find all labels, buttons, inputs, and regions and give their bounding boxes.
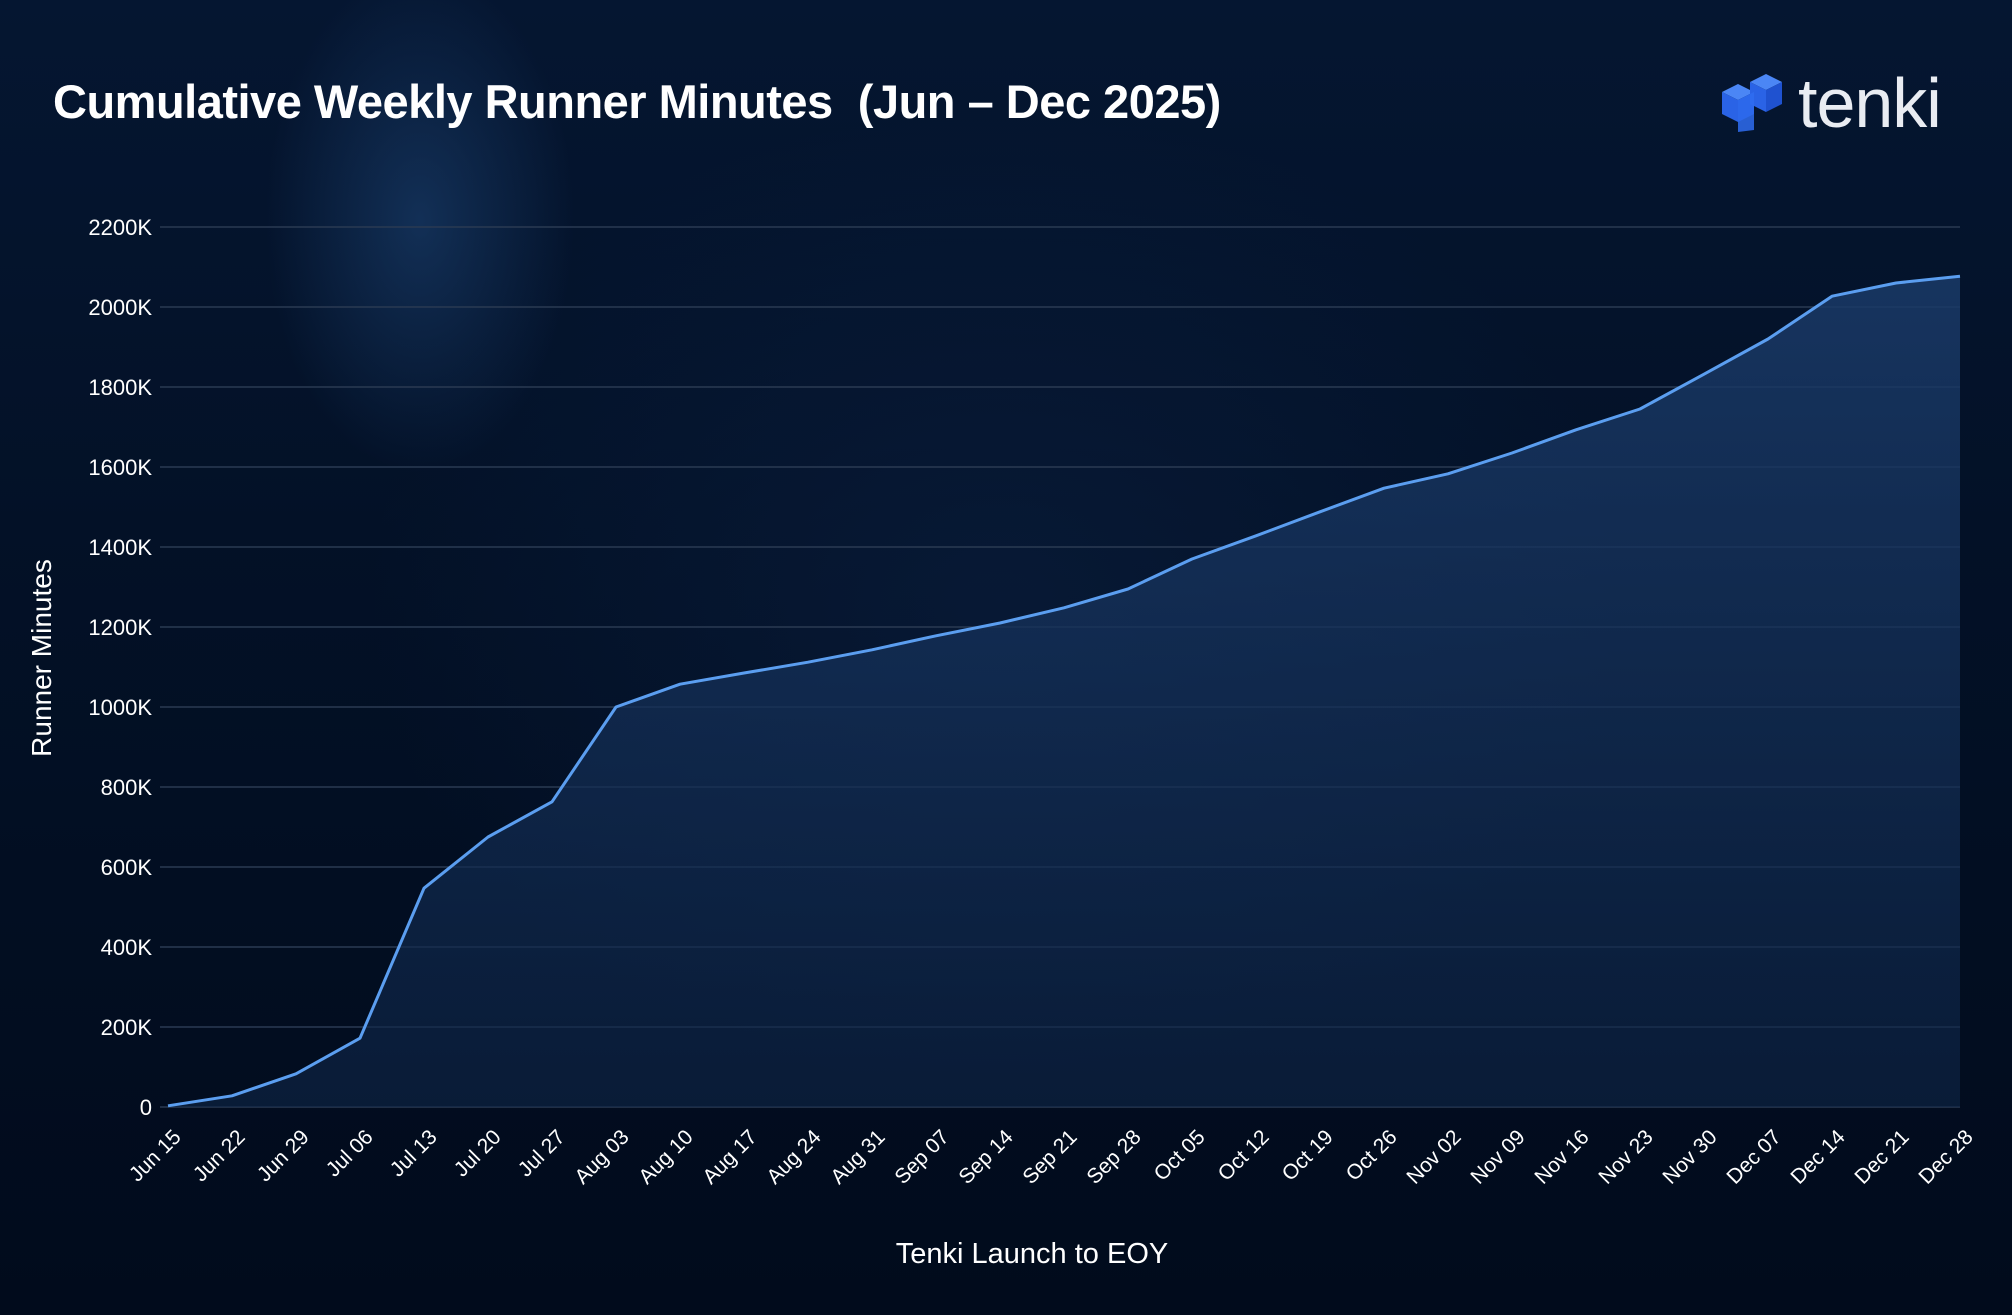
x-tick-label: Dec 28 [1914, 1125, 1977, 1188]
chart-title: Cumulative Weekly Runner Minutes (Jun – … [53, 75, 1221, 128]
x-tick-label: Aug 31 [826, 1125, 889, 1188]
y-tick-label: 2000K [88, 295, 152, 320]
y-tick-label: 800K [101, 775, 153, 800]
x-tick-label: Jun 15 [125, 1125, 186, 1186]
x-axis-ticks: Jun 15 Jun 22 Jun 29 Jul 06 Jul 13 Jul 20 Jul … [125, 1125, 1978, 1189]
x-tick-label: Sep 14 [954, 1125, 1018, 1189]
x-tick-label: Jul 20 [450, 1125, 506, 1181]
x-tick-label: Sep 28 [1082, 1125, 1145, 1188]
x-tick-label: Oct 05 [1150, 1125, 1210, 1185]
x-tick-label: Oct 12 [1214, 1125, 1274, 1185]
x-axis-label: Tenki Launch to EOY [895, 1238, 1169, 1270]
x-tick-label: Jul 27 [514, 1125, 570, 1181]
x-tick-label: Jun 29 [253, 1125, 314, 1186]
x-tick-label: Dec 21 [1850, 1125, 1913, 1188]
y-tick-label: 2200K [88, 215, 152, 240]
x-tick-label: Sep 07 [890, 1125, 953, 1188]
brand-name: tenki [1798, 64, 1942, 142]
x-tick-label: Jul 06 [322, 1125, 378, 1181]
x-tick-label: Aug 17 [698, 1125, 761, 1188]
x-tick-label: Nov 23 [1594, 1125, 1657, 1188]
cube-stack-icon [1722, 74, 1782, 132]
y-axis-ticks: 0 200K 400K 600K 800K 1000K 1200K 1400K 1600K 180… [88, 215, 152, 1120]
x-tick-label: Nov 02 [1402, 1125, 1465, 1188]
brand-logo: tenki [1720, 64, 1942, 142]
x-tick-label: Nov 16 [1530, 1125, 1593, 1188]
y-tick-label: 600K [101, 855, 153, 880]
x-tick-label: Aug 10 [634, 1125, 697, 1188]
y-tick-label: 400K [101, 935, 153, 960]
x-tick-label: Dec 07 [1722, 1125, 1785, 1188]
y-tick-label: 1000K [88, 695, 152, 720]
x-tick-label: Oct 26 [1342, 1125, 1402, 1185]
y-tick-label: 1200K [88, 615, 152, 640]
x-tick-label: Aug 24 [762, 1125, 826, 1189]
x-tick-label: Nov 09 [1466, 1125, 1529, 1188]
x-tick-label: Dec 14 [1786, 1125, 1850, 1189]
data-line [167, 274, 1961, 1108]
y-tick-label: 1800K [88, 375, 152, 400]
x-tick-label: Oct 19 [1278, 1125, 1338, 1185]
x-tick-label: Jul 13 [386, 1125, 442, 1181]
x-tick-label: Nov 30 [1658, 1125, 1721, 1188]
x-tick-label: Jun 22 [189, 1125, 250, 1186]
y-tick-label: 1400K [88, 535, 152, 560]
x-tick-label: Aug 03 [570, 1125, 633, 1188]
area-fill [168, 276, 1960, 1107]
y-tick-label: 0 [140, 1095, 152, 1120]
x-tick-label: Sep 21 [1018, 1125, 1081, 1188]
y-tick-label: 200K [101, 1015, 153, 1040]
y-tick-label: 1600K [88, 455, 152, 480]
